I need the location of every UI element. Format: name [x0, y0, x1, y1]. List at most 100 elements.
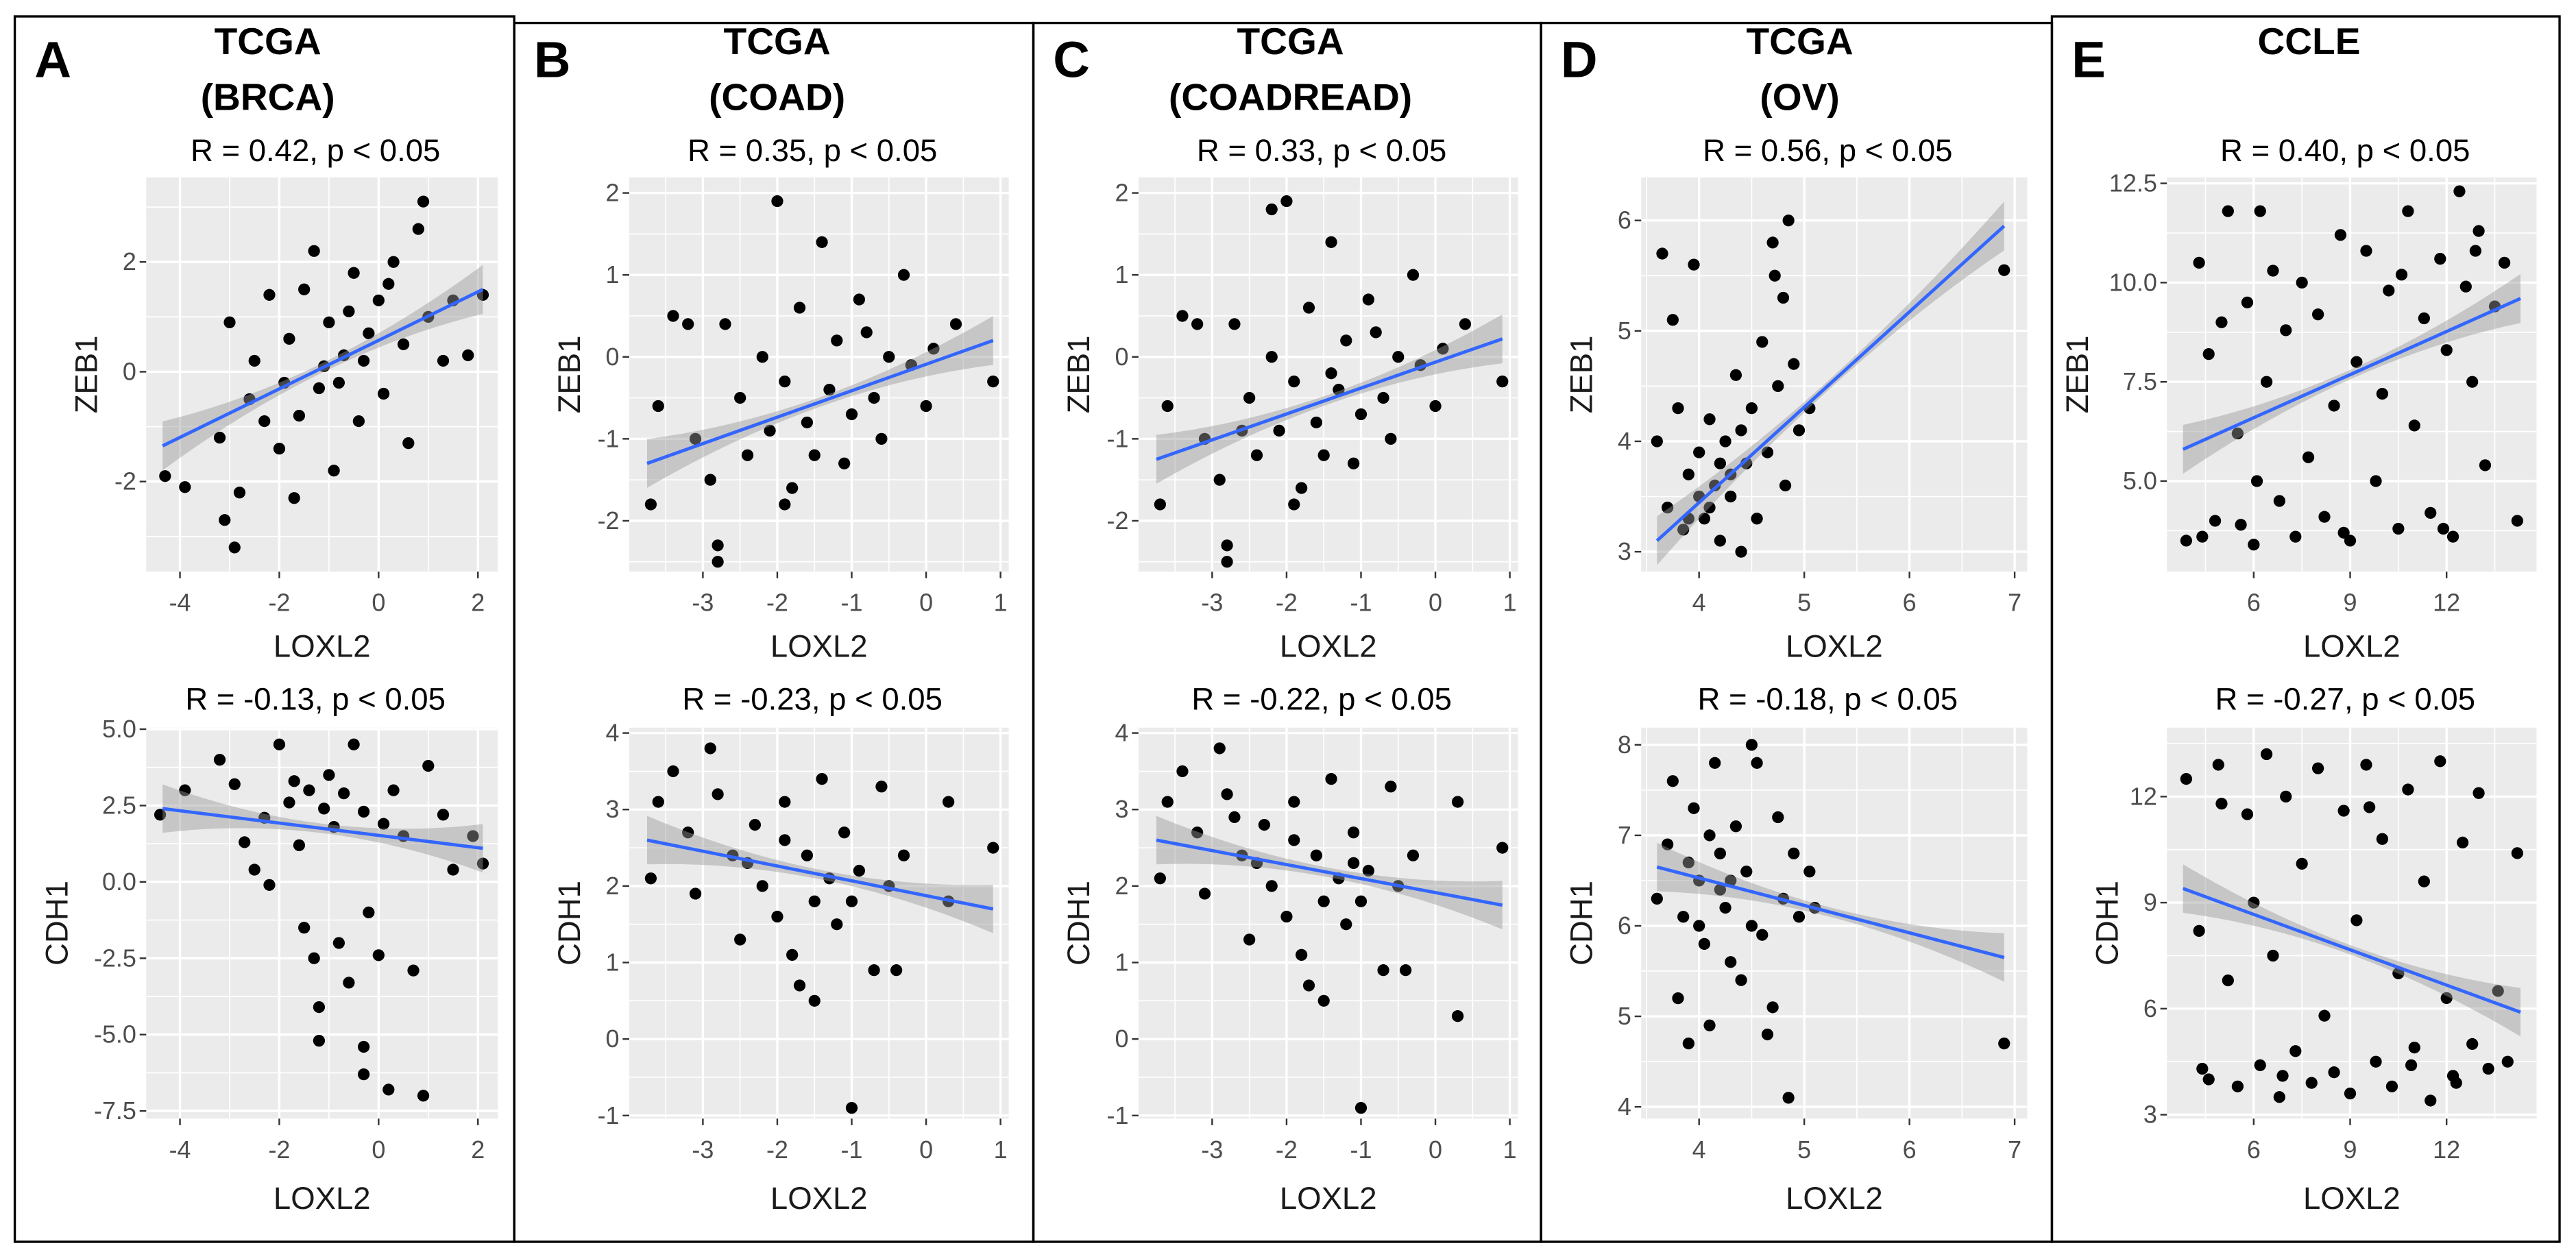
data-point: [1265, 880, 1278, 892]
data-point: [756, 351, 768, 363]
data-point: [2472, 787, 2485, 799]
data-point: [2254, 205, 2266, 217]
data-point: [1325, 236, 1337, 248]
y-tick-label: -5.0: [94, 1020, 136, 1049]
data-point: [1317, 994, 1330, 1007]
data-point: [1399, 964, 1412, 977]
panel-letter: A: [34, 32, 71, 88]
data-point: [1772, 811, 1784, 824]
data-point: [1325, 367, 1337, 380]
y-tick-label: 4: [606, 719, 620, 747]
data-point: [875, 781, 888, 793]
data-point: [644, 498, 657, 511]
panel-c: C TCGA (COADREAD): [1032, 20, 1542, 1243]
data-point: [1377, 964, 1389, 977]
data-point: [213, 753, 226, 766]
y-tick-label: 5: [1618, 1002, 1631, 1030]
data-point: [2472, 225, 2485, 237]
data-point: [2334, 229, 2347, 241]
y-tick-label: 0: [606, 1025, 620, 1053]
data-point: [1751, 757, 1763, 769]
data-point: [228, 778, 241, 790]
data-point: [719, 318, 731, 330]
data-point: [1682, 1038, 1694, 1050]
data-point: [1662, 838, 1674, 850]
data-point: [1302, 302, 1315, 314]
data-point: [1317, 449, 1330, 461]
data-point: [2392, 967, 2405, 979]
data-point: [1772, 380, 1784, 393]
y-tick-label: 0: [1115, 343, 1129, 371]
data-point: [263, 289, 276, 301]
y-axis-title: CDH1: [552, 881, 587, 966]
data-point: [2318, 511, 2331, 523]
panel-a: A TCGA (BRCA): [13, 15, 515, 1243]
panel-title-line: (BRCA): [201, 76, 335, 119]
data-point: [1998, 1038, 2010, 1050]
y-tick-label: 4: [1618, 1092, 1631, 1120]
data-point: [2311, 308, 2324, 321]
y-tick-label: 12: [2130, 782, 2157, 810]
data-point: [2231, 427, 2244, 440]
y-tick-label: 0: [606, 343, 620, 371]
data-point: [779, 834, 791, 846]
y-tick-label: 2.5: [102, 791, 136, 819]
data-point: [793, 979, 806, 992]
data-point: [2180, 535, 2192, 547]
x-tick-label: -3: [692, 589, 714, 617]
data-point: [1735, 424, 1747, 437]
data-point: [1288, 834, 1300, 846]
data-point: [860, 326, 873, 339]
data-point: [337, 787, 350, 800]
data-point: [1154, 498, 1167, 511]
data-point: [273, 738, 286, 750]
data-point: [343, 977, 355, 989]
data-point: [897, 269, 910, 281]
data-point: [943, 796, 955, 808]
data-point: [816, 772, 828, 785]
y-axis-title: CDH1: [39, 881, 74, 966]
data-point: [2501, 1055, 2514, 1068]
data-point: [927, 343, 940, 355]
y-tick-label: -2.5: [94, 944, 136, 972]
data-point: [2273, 1091, 2285, 1103]
y-axis-title: CDH1: [2089, 881, 2124, 966]
data-point: [1709, 757, 1721, 769]
data-point: [808, 994, 821, 1007]
x-axis-title: LOXL2: [274, 1181, 371, 1216]
data-point: [1677, 911, 1690, 923]
x-tick-label: 6: [1903, 1136, 1917, 1164]
data-point: [2222, 205, 2234, 217]
data-point: [652, 796, 664, 808]
data-point: [1729, 369, 1742, 381]
data-point: [1719, 901, 1731, 914]
data-point: [1662, 502, 1674, 514]
data-point: [357, 1068, 370, 1081]
data-point: [263, 879, 276, 891]
data-point: [1740, 866, 1753, 878]
y-tick-label: 5.0: [102, 715, 136, 743]
plot-background: [146, 727, 498, 1119]
scatter-plot-d-bottom: 4 5 6 7 4 5 6 7 8 R = -0.18, p < 0.05 LOXL2 CDH1: [1564, 681, 2028, 1216]
data-point: [1161, 796, 1174, 808]
panel-title-line: TCGA: [1237, 20, 1344, 62]
data-point: [308, 952, 320, 964]
data-point: [467, 830, 479, 842]
y-tick-label: -1: [1107, 424, 1129, 452]
data-point: [402, 437, 415, 450]
data-point: [437, 354, 450, 367]
data-point: [1729, 820, 1742, 833]
regression-line: [162, 288, 484, 448]
panel-title-line: (OV): [1760, 76, 1839, 119]
data-point: [2383, 284, 2395, 297]
x-tick-label: -1: [841, 1136, 863, 1164]
regression-line: [1156, 838, 1503, 907]
data-point: [1688, 802, 1700, 814]
data-point: [313, 1001, 326, 1014]
x-tick-label: 2: [471, 1136, 485, 1164]
data-point: [2267, 265, 2279, 277]
data-point: [845, 408, 858, 421]
y-tick-label: 0.0: [102, 868, 136, 896]
data-point: [1745, 739, 1758, 751]
